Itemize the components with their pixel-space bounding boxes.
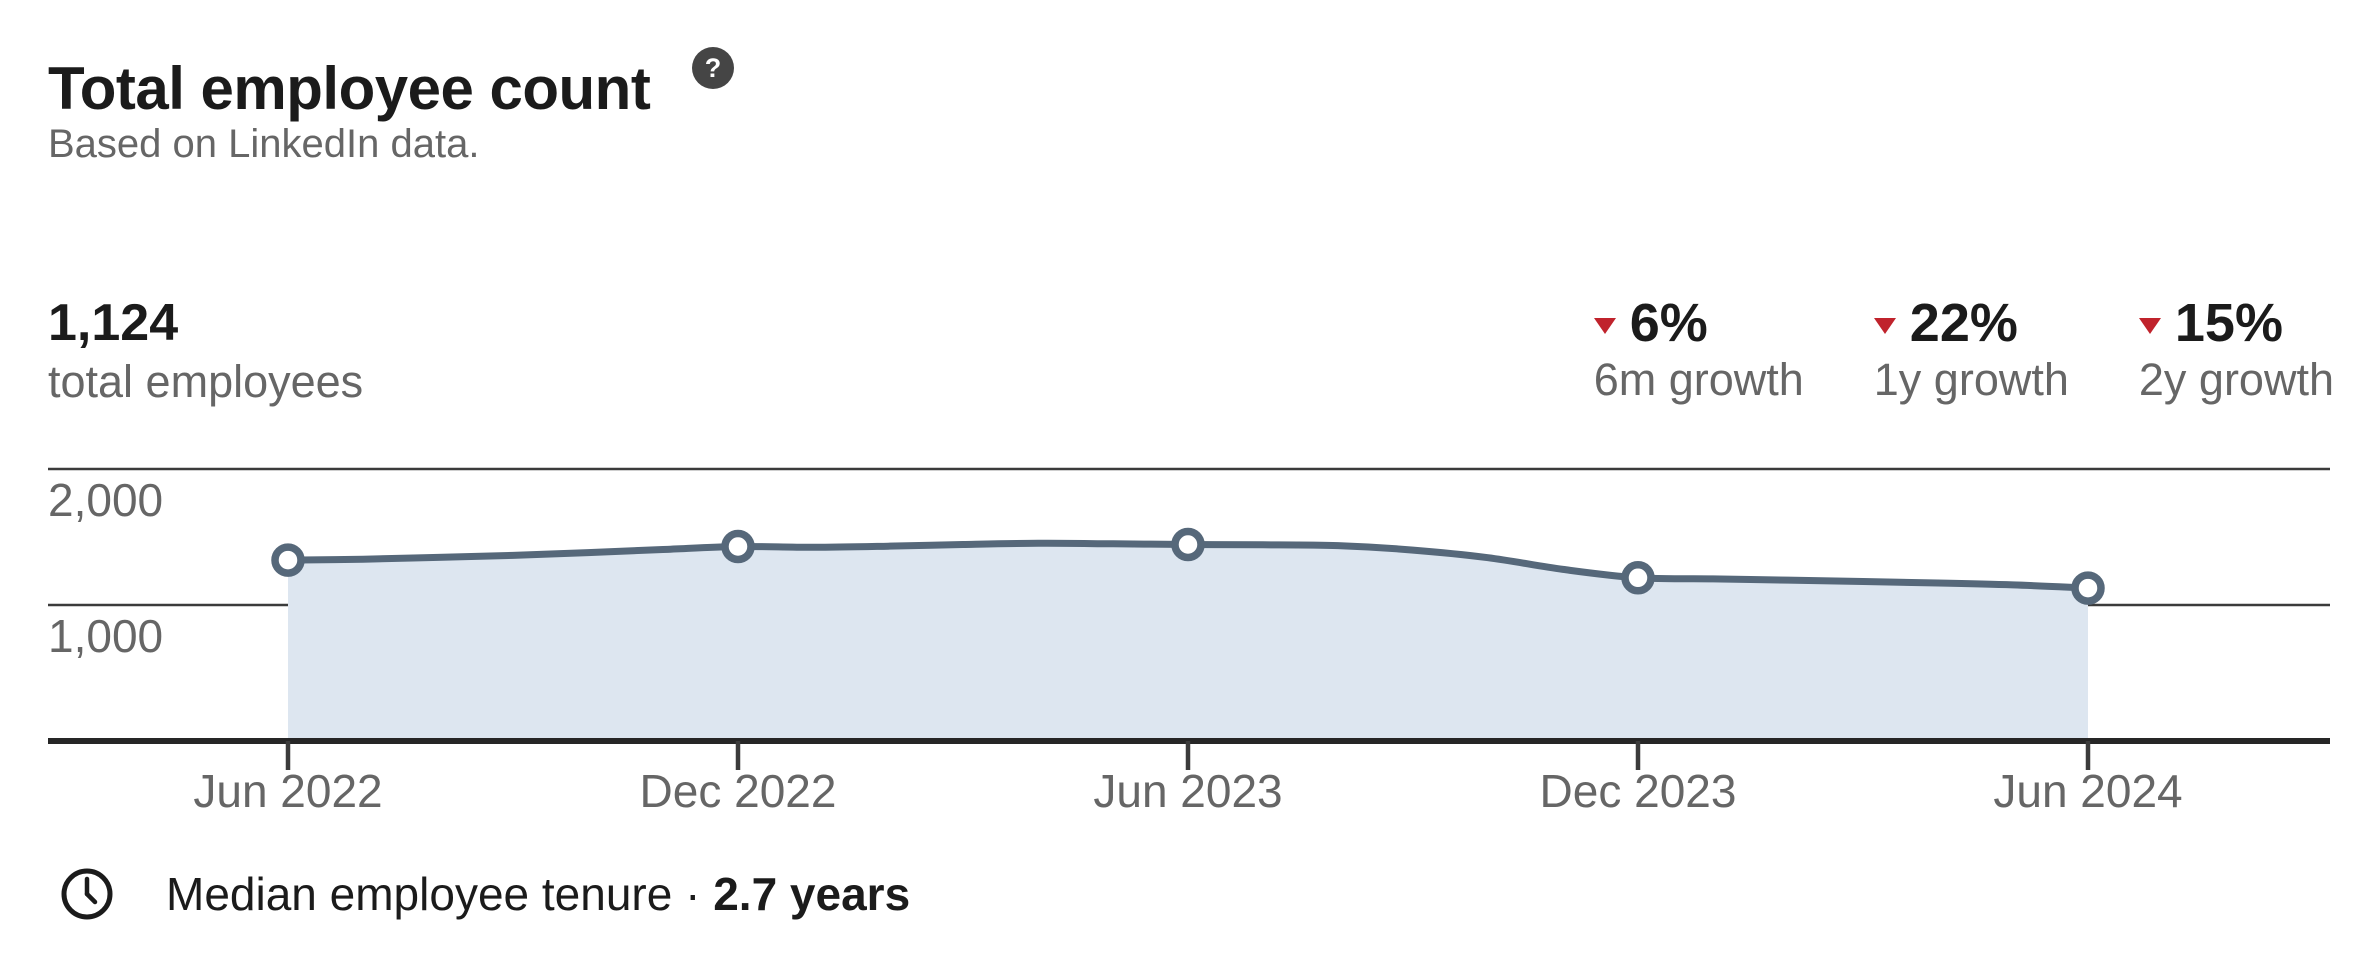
median-tenure-row: Median employee tenure · 2.7 years	[60, 866, 910, 922]
growth-label: 6m growth	[1593, 354, 1804, 405]
growth-value: 22%	[1909, 293, 2018, 353]
chart-area	[288, 543, 2088, 738]
chart-marker-jun-2023[interactable]	[1171, 527, 1205, 562]
x-axis-label: Jun 2023	[1093, 765, 1282, 817]
growth-label: 2y growth	[2138, 354, 2334, 405]
y-axis-label: 2,000	[48, 474, 163, 526]
page-title: Total employee count	[48, 55, 651, 123]
chart-marker-jun-2022[interactable]	[271, 543, 305, 577]
median-tenure-value: 2.7 years	[713, 868, 911, 920]
y-axis-label: 1,000	[48, 610, 163, 662]
x-axis-label: Dec 2023	[1540, 765, 1737, 817]
growth-stat-6m: 6% 6m growth	[1593, 293, 1804, 405]
x-axis-label: Dec 2022	[640, 765, 837, 817]
down-arrow-icon	[1873, 318, 1896, 334]
chart-marker-dec-2023[interactable]	[1621, 561, 1655, 595]
total-employees-label: total employees	[48, 355, 364, 407]
x-axis-label: Jun 2024	[1993, 765, 2182, 817]
growth-stats: 6% 6m growth 22% 1y growth 15% 2y growth	[1593, 293, 2334, 405]
help-icon[interactable]: ?	[692, 47, 734, 89]
growth-stat-2y: 15% 2y growth	[2138, 293, 2334, 405]
total-employees-value: 1,124	[48, 294, 179, 352]
down-arrow-icon	[2138, 318, 2161, 334]
down-arrow-icon	[1593, 318, 1616, 334]
summary-block: 1,124 total employees	[48, 296, 363, 404]
growth-stat-1y: 22% 1y growth	[1873, 293, 2069, 405]
growth-value: 15%	[2174, 293, 2283, 353]
chart-marker-dec-2022[interactable]	[721, 529, 755, 564]
growth-label: 1y growth	[1873, 354, 2069, 405]
chart-marker-jun-2024[interactable]	[2071, 571, 2105, 605]
growth-value: 6%	[1629, 293, 1708, 353]
median-tenure-label: Median employee tenure ·	[166, 868, 701, 920]
subtitle: Based on LinkedIn data.	[48, 122, 480, 166]
clock-icon	[61, 868, 113, 920]
x-axis-label: Jun 2022	[193, 765, 382, 817]
